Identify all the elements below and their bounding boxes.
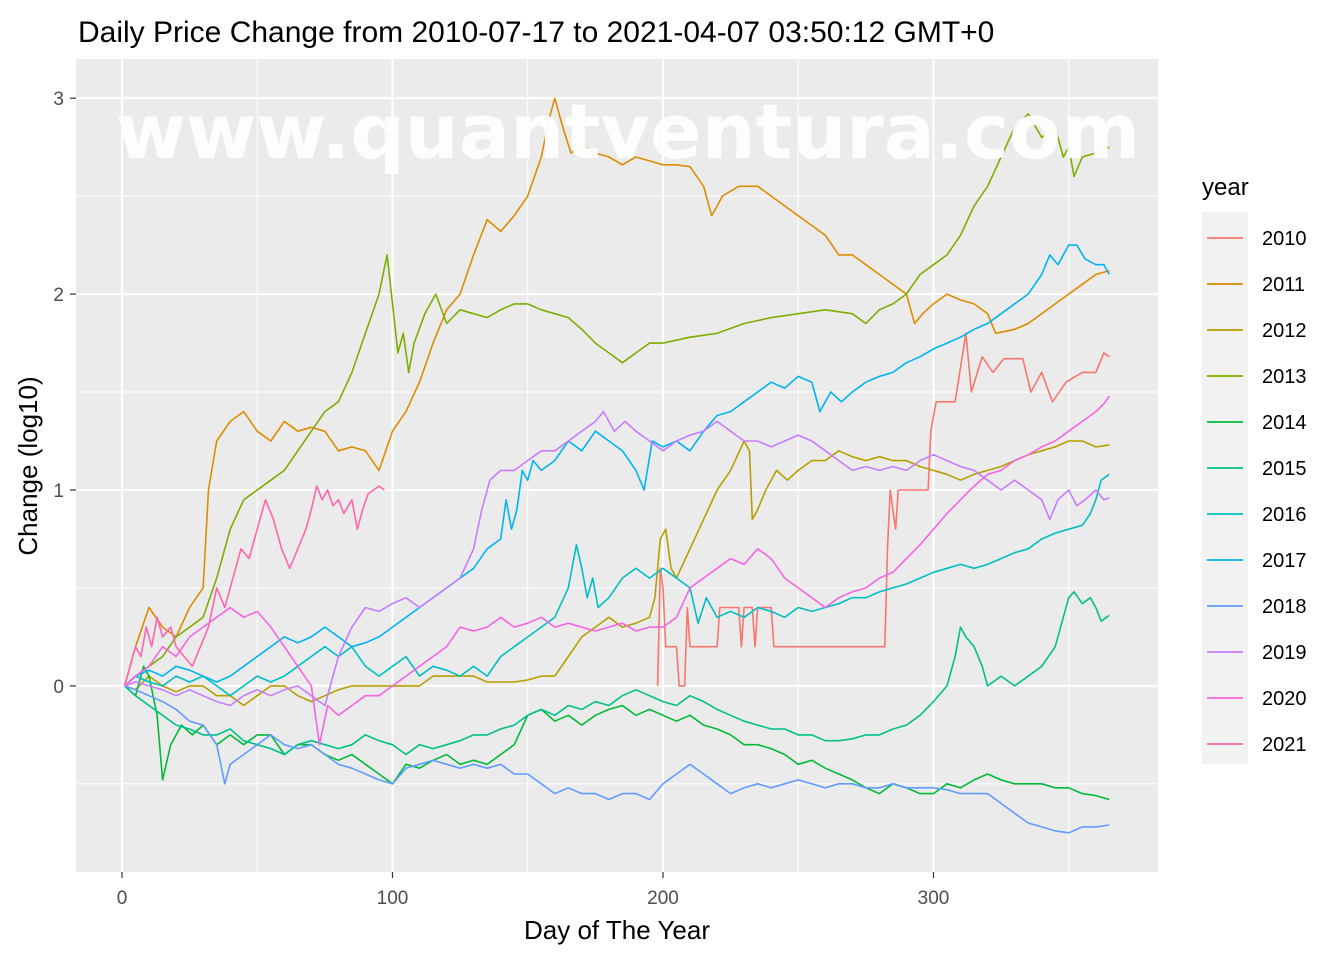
legend-label-2011: 2011	[1262, 274, 1305, 296]
series-line-2020	[124, 395, 1110, 746]
y-axis-title: Change (log10)	[13, 376, 43, 555]
y-tick-label: 2	[53, 285, 64, 306]
series-lines	[123, 97, 1111, 834]
legend-label-2021: 2021	[1262, 734, 1307, 756]
legend-label-2014: 2014	[1262, 412, 1307, 434]
legend-label-2017: 2017	[1262, 550, 1307, 572]
legend-label-2016: 2016	[1262, 504, 1307, 526]
legend-key-background	[1202, 212, 1248, 764]
legend-label-2015: 2015	[1262, 458, 1307, 480]
legend-label-2012: 2012	[1262, 320, 1307, 342]
y-tick-label: 0	[53, 677, 64, 698]
series-line-2014	[124, 665, 1110, 801]
x-tick-label: 200	[647, 888, 679, 909]
series-line-2017	[124, 244, 1111, 687]
x-tick-label: 100	[377, 888, 409, 909]
plot-panel	[76, 59, 1158, 872]
series-line-2019	[124, 410, 1110, 707]
series-line-2011	[123, 97, 1110, 687]
legend: year 2010 2011 2012 2013 2014 2015 2016 2017 201…	[1202, 174, 1307, 764]
series-line-2021	[123, 485, 385, 687]
chart-title: Daily Price Change from 2010-07-17 to 20…	[78, 16, 994, 49]
legend-label-2013: 2013	[1262, 366, 1307, 388]
y-tick-label: 1	[53, 481, 64, 502]
y-tick-label: 3	[53, 89, 64, 110]
x-tick-label: 300	[918, 888, 950, 909]
y-axis: 0 1 2 3	[53, 89, 76, 698]
series-line-2018	[124, 685, 1110, 834]
series-line-2015	[124, 591, 1110, 756]
series-line-2012	[124, 440, 1110, 707]
series-line-2016	[124, 473, 1110, 697]
legend-label-2010: 2010	[1262, 228, 1307, 250]
x-tick-label: 0	[117, 888, 128, 909]
x-axis: 0 100 200 300	[117, 872, 950, 909]
x-axis-title: Day of The Year	[524, 915, 710, 945]
legend-label-2018: 2018	[1262, 596, 1307, 618]
legend-label-2020: 2020	[1262, 688, 1307, 710]
legend-title: year	[1202, 174, 1249, 201]
legend-label-2019: 2019	[1262, 642, 1307, 664]
series-line-2013	[124, 113, 1110, 687]
series-line-2010	[656, 332, 1110, 687]
watermark-text: www.quantventura.com	[116, 87, 1141, 176]
